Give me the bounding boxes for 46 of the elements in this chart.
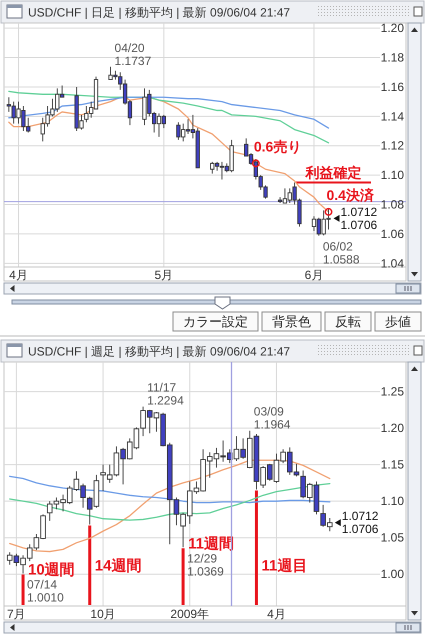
text: カラー設定 <box>183 314 248 329</box>
y-tick-label: 1.04 <box>380 256 404 270</box>
annotation: 1.0712 1.0706 <box>340 204 378 232</box>
annotation: 1.0712 1.0706 <box>342 509 379 536</box>
line-series <box>8 96 330 129</box>
ref-line-label: 14週間 <box>94 558 142 574</box>
line-series <box>9 482 330 521</box>
annotation: 06/02 1.0588 <box>322 240 360 267</box>
annotation: 0.6売り <box>254 138 302 154</box>
line-series <box>9 460 330 552</box>
x-tick-label: 2009年 <box>170 607 210 621</box>
line-series <box>9 476 330 504</box>
y-tick-label: 1.18 <box>380 50 404 65</box>
y-tick-label: 1.14 <box>380 109 404 124</box>
annotation: 12/29 1.0369 <box>187 551 224 578</box>
x-tick-label: 7月 <box>7 607 26 621</box>
y-tick-label: 1.06 <box>380 226 404 241</box>
y-tick-label: 1.10 <box>380 494 404 508</box>
annotation: 07/14 1.0010 <box>27 577 64 604</box>
annotation: 03/09 1.1964 <box>254 404 291 432</box>
annotation: 0.4決済 <box>326 186 375 203</box>
x-tick-label: 4月 <box>9 268 28 282</box>
y-tick-label: 1.10 <box>380 168 404 182</box>
text: 反転 <box>335 314 361 329</box>
ref-line-label: 利益確定 <box>304 164 362 180</box>
ref-line-label: 11週目 <box>261 558 308 574</box>
y-tick-label: 1.00 <box>380 567 404 582</box>
y-tick-label: 1.16 <box>380 80 404 94</box>
x-tick-label: 6月 <box>304 268 324 282</box>
y-tick-label: 1.25 <box>380 384 404 399</box>
annotation: 04/20 1.1737 <box>114 40 152 68</box>
annotation: 11/17 1.2294 <box>147 380 184 408</box>
x-tick-label: 10月 <box>90 607 116 621</box>
y-tick-label: 1.12 <box>380 138 404 153</box>
x-tick-label: 4月 <box>267 607 286 621</box>
ref-line-label: 10週間 <box>28 562 75 578</box>
y-tick-label: 1.20 <box>380 421 404 436</box>
y-tick-label: 1.15 <box>380 458 404 472</box>
x-tick-label: 5月 <box>154 268 174 282</box>
chart-title: USD/CHF | 日足 | 移動平均 | 最新 09/06/04 21:47 <box>28 6 290 20</box>
y-tick-label: 1.20 <box>380 21 404 36</box>
chart-title: USD/CHF | 週足 | 移動平均 | 最新 09/06/04 21:47 <box>28 344 290 358</box>
y-tick-label: 1.05 <box>380 530 404 545</box>
y-tick-label: 1.08 <box>380 198 404 212</box>
text: 背景色 <box>272 314 311 329</box>
text: 歩値 <box>385 314 411 329</box>
